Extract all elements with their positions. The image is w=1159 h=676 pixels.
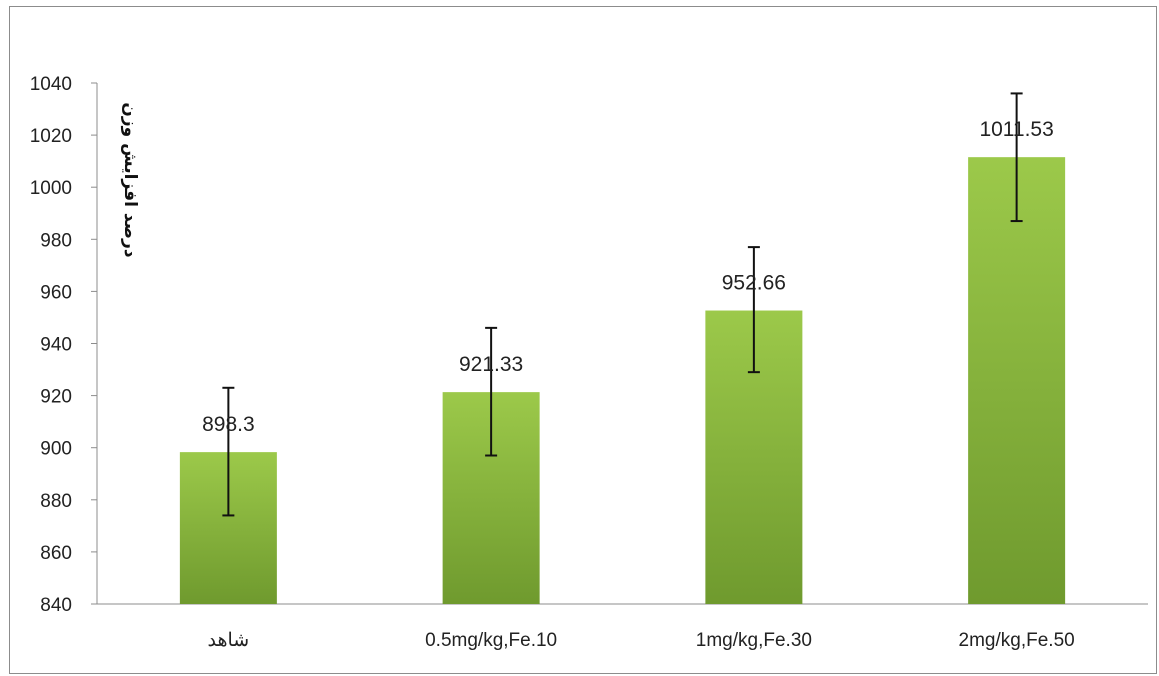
error-bar [222,386,235,517]
y-tick-label: 980 [40,230,72,251]
y-axis: 840 860 880 900 920 940 960 980 1000 1020 1040 [30,74,98,616]
data-label: 952.66 [722,272,786,295]
y-tick-label: 1040 [30,74,72,95]
bars [179,157,1066,604]
x-category-label: 0.5mg/kg,Fe.10 [425,630,557,651]
y-tick-label: 900 [40,439,72,460]
y-tick-label: 1020 [30,126,72,147]
y-tick-label: 860 [40,543,72,564]
data-label: 898.3 [202,413,255,436]
data-label: 921.33 [459,353,523,376]
error-bar [1010,92,1023,223]
data-label: 1011.53 [979,118,1053,141]
y-tick-label: 940 [40,335,72,356]
y-tick-label: 920 [40,387,72,408]
x-category-label: 1mg/kg,Fe.30 [696,630,812,651]
x-axis: شاهد 0.5mg/kg,Fe.10 1mg/kg,Fe.30 2mg/kg,Fe.… [97,603,1148,651]
x-category-label: 2mg/kg,Fe.50 [959,630,1075,651]
y-axis-title: درصد افزایش وزن [120,102,140,258]
y-tick-label: 960 [40,282,72,303]
y-tick-label: 880 [40,491,72,512]
y-tick-label: 840 [40,595,72,616]
x-category-label: شاهد [208,630,250,651]
y-tick-label: 1000 [30,178,72,199]
error-bar [485,326,498,457]
bar [968,157,1066,604]
error-bars [222,92,1023,517]
error-bar [747,246,760,374]
data-labels: 898.3 921.33 952.66 1011.53 [202,118,1054,436]
